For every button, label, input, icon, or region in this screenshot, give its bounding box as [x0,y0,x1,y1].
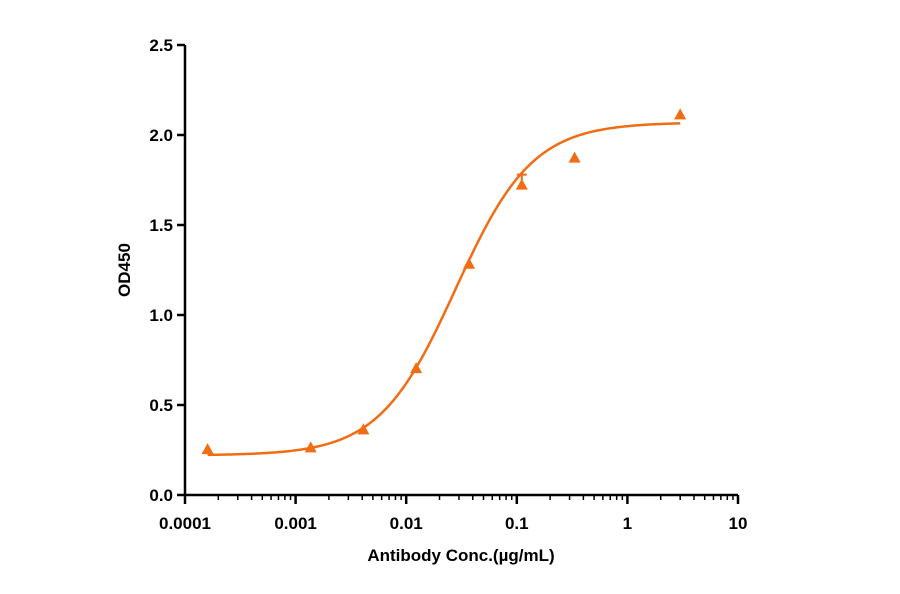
data-point-triangle [201,443,214,455]
data-point-triangle [568,151,581,163]
x-tick-label: 0.1 [505,514,529,533]
data-point-triangle [515,178,528,190]
plot-area: 0.0 0.5 1.0 1.5 2.0 2.5 0.0001 0.001 0.01 0.1 1 10 [149,36,747,533]
y-tick-label: 0.0 [149,486,173,505]
x-tick-label: 0.01 [390,514,423,533]
y-tick-label: 1.5 [149,216,173,235]
x-axis-ticks: 0.0001 0.001 0.01 0.1 1 10 [159,495,747,533]
x-tick-label: 1 [623,514,632,533]
fit-curve [207,122,681,457]
x-tick-label: 10 [729,514,748,533]
x-axis-title: Antibody Conc.(µg/mL) [367,546,554,565]
y-tick-label: 2.0 [149,126,173,145]
data-point-triangle [357,423,370,435]
y-tick-label: 0.5 [149,396,173,415]
y-tick-label: 1.0 [149,306,173,325]
y-tick-label: 2.5 [149,36,173,55]
data-point-triangle [674,108,687,120]
data-markers [201,108,687,455]
y-axis-title: OD450 [115,243,134,297]
x-tick-label: 0.001 [274,514,317,533]
data-point-triangle [304,441,317,453]
y-axis-ticks: 0.0 0.5 1.0 1.5 2.0 2.5 [149,36,185,505]
x-tick-label: 0.0001 [159,514,211,533]
data-point-triangle [463,257,476,269]
data-point-triangle [410,362,423,374]
